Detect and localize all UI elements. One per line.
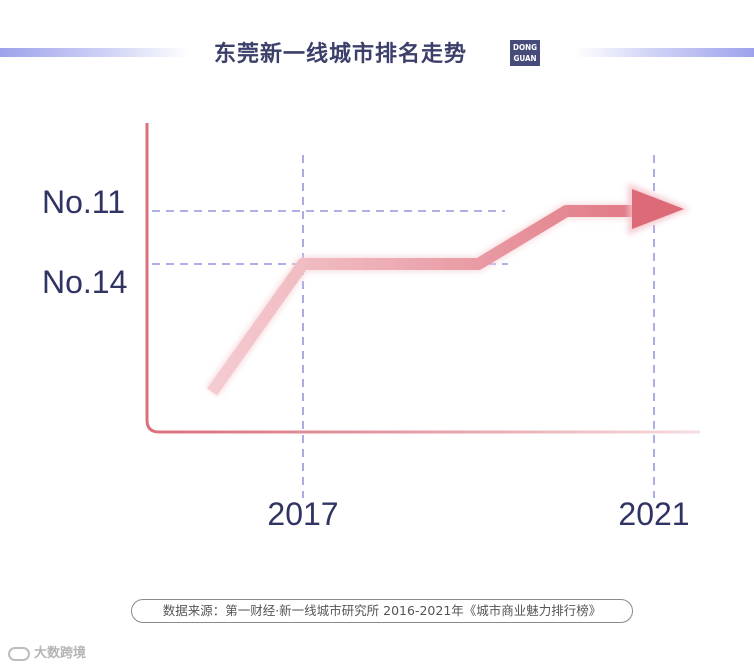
- x-tick-label-2017: 2017: [267, 496, 338, 532]
- header: 东莞新一线城市排名走势 DONG GUAN: [0, 30, 754, 74]
- header-decor-bar-right: [575, 48, 754, 57]
- logo-line-1: DONG: [512, 43, 538, 52]
- series-layer: [205, 183, 690, 397]
- y-tick-label-no11: No.11: [42, 184, 125, 220]
- series-arrowhead: [632, 189, 684, 229]
- chart-title: 东莞新一线城市排名走势: [214, 42, 468, 67]
- x-tick-label-2021: 2021: [618, 496, 689, 532]
- series-line: [207, 205, 632, 396]
- dongguan-logo-icon: DONG GUAN: [510, 40, 540, 66]
- watermark: 大数跨境: [8, 642, 86, 661]
- axis-lines: [145, 123, 700, 434]
- logo-line-2: GUAN: [513, 54, 537, 63]
- watermark-logo-icon: [8, 646, 30, 661]
- data-source-note: 数据来源：第一财经·新一线城市研究所 2016-2021年《城市商业魅力排行榜》: [131, 599, 633, 623]
- watermark-text: 大数跨境: [34, 646, 87, 661]
- y-tick-label-no14: No.14: [42, 264, 127, 300]
- header-decor-bar-left: [0, 48, 190, 57]
